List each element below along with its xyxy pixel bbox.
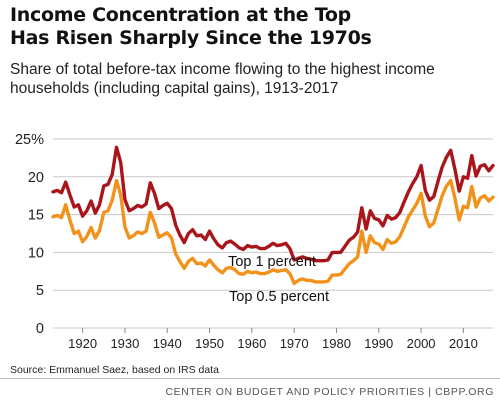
y-tick-label: 25%	[15, 132, 44, 148]
source-note: Source: Emmanuel Saez, based on IRS data	[10, 364, 219, 376]
series-label-top-0-5-percent: Top 0.5 percent	[229, 289, 329, 305]
x-tick-label: 1990	[364, 336, 393, 351]
series-lines	[51, 145, 495, 286]
y-axis-ticks: 0 5 10 15 20 25%	[15, 132, 44, 337]
series-line-top-1-percent	[51, 145, 495, 263]
x-tick-label: 2010	[449, 336, 478, 351]
y-tick-label: 5	[36, 283, 44, 299]
x-tick-label: 1930	[110, 336, 139, 351]
y-tick-label: 20	[28, 170, 44, 186]
chart-subtitle: Share of total before-tax income flowing…	[10, 60, 490, 98]
chart-subtitle-line-2: households (including capital gains), 19…	[10, 80, 339, 97]
footer-divider	[0, 378, 500, 379]
footer-credit: CENTER ON BUDGET AND POLICY PRIORITIES |…	[165, 386, 494, 398]
x-tick-label: 1940	[153, 336, 182, 351]
series-label-top-1-percent: Top 1 percent	[228, 254, 316, 270]
x-axis-ticks: 1920 1930 1940 1950 1960 1970 1980 1990 2000 2010	[68, 328, 478, 351]
x-tick-label: 2000	[407, 336, 436, 351]
x-tick-label: 1980	[322, 336, 351, 351]
y-tick-label: 0	[36, 321, 44, 337]
chart-title: Income Concentration at the Top Has Rise…	[10, 4, 490, 50]
chart-subtitle-line-1: Share of total before-tax income flowing…	[10, 61, 435, 78]
y-tick-label: 10	[28, 245, 44, 261]
x-tick-label: 1960	[237, 336, 266, 351]
chart-title-line-1: Income Concentration at the Top	[10, 4, 351, 26]
series-labels: Top 1 percent Top 0.5 percent	[228, 254, 329, 305]
x-tick-label: 1950	[195, 336, 224, 351]
x-tick-label: 1920	[68, 336, 97, 351]
y-tick-label: 15	[28, 208, 44, 224]
x-tick-label: 1970	[280, 336, 309, 351]
chart-title-line-2: Has Risen Sharply Since the 1970s	[10, 27, 372, 49]
series-line-top-0-5-percent	[51, 178, 495, 286]
gridlines	[53, 138, 493, 329]
